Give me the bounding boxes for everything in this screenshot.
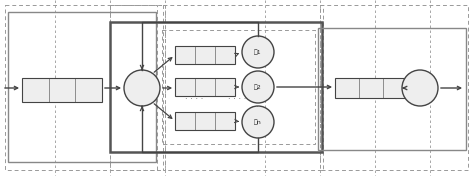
Text: 容1: 容1	[254, 49, 262, 55]
Text: · · ·: · · ·	[251, 102, 264, 112]
Bar	[175, 78, 235, 96]
Circle shape	[242, 71, 274, 103]
Bar	[8, 12, 156, 162]
Bar	[110, 22, 322, 152]
Text: · · · ·: · · · ·	[185, 96, 203, 105]
Bar	[22, 78, 102, 102]
Text: 容2: 容2	[254, 84, 262, 90]
Bar	[162, 30, 315, 144]
Text: 容n: 容n	[254, 119, 262, 125]
Bar	[110, 5, 165, 170]
Bar	[5, 5, 157, 170]
Circle shape	[402, 70, 438, 106]
Bar	[335, 78, 407, 98]
Bar	[163, 5, 323, 170]
Bar	[175, 46, 235, 64]
Bar	[175, 112, 235, 130]
Circle shape	[242, 106, 274, 138]
Bar	[318, 28, 466, 150]
Text: · · · ·: · · · ·	[228, 96, 246, 105]
Circle shape	[242, 36, 274, 68]
Circle shape	[124, 70, 160, 106]
Bar	[320, 5, 468, 170]
